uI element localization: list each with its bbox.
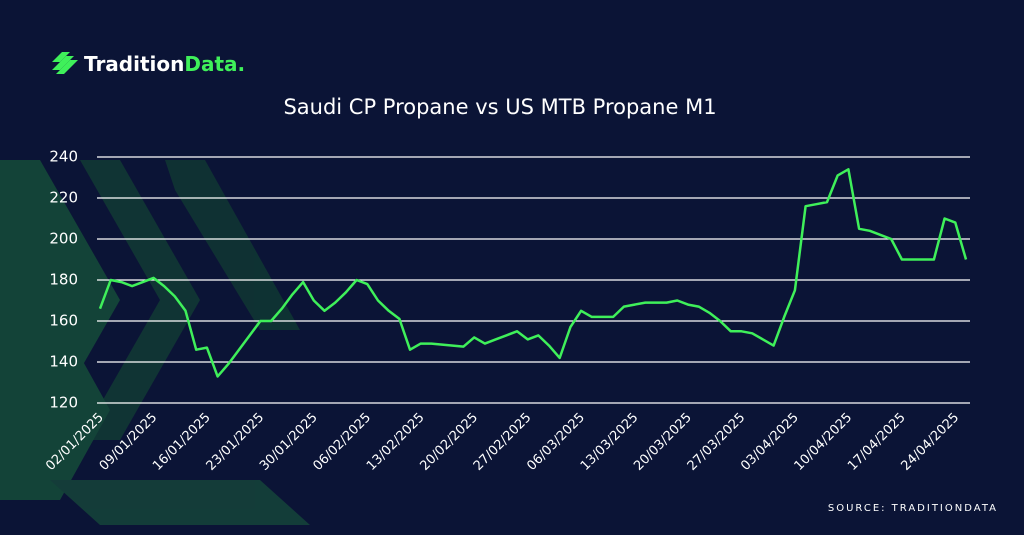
- data-line: [98, 168, 968, 378]
- y-tick-label: 140: [49, 353, 78, 371]
- chart-title: Saudi CP Propane vs US MTB Propane M1: [283, 95, 716, 119]
- logo: TraditionData.: [52, 52, 245, 76]
- y-tick-label: 120: [49, 394, 78, 412]
- y-tick-label: 200: [49, 230, 78, 248]
- y-tick-label: 240: [49, 148, 78, 166]
- logo-word: Tradition: [84, 52, 184, 76]
- y-tick-label: 220: [49, 189, 78, 207]
- y-tick-label: 180: [49, 271, 78, 289]
- decoration: [0, 160, 310, 525]
- logo-text: TraditionData.: [84, 52, 245, 76]
- logo-word: Data.: [184, 52, 245, 76]
- y-tick-label: 160: [49, 312, 78, 330]
- source: SOURCE: TRADITIONDATA: [828, 503, 998, 514]
